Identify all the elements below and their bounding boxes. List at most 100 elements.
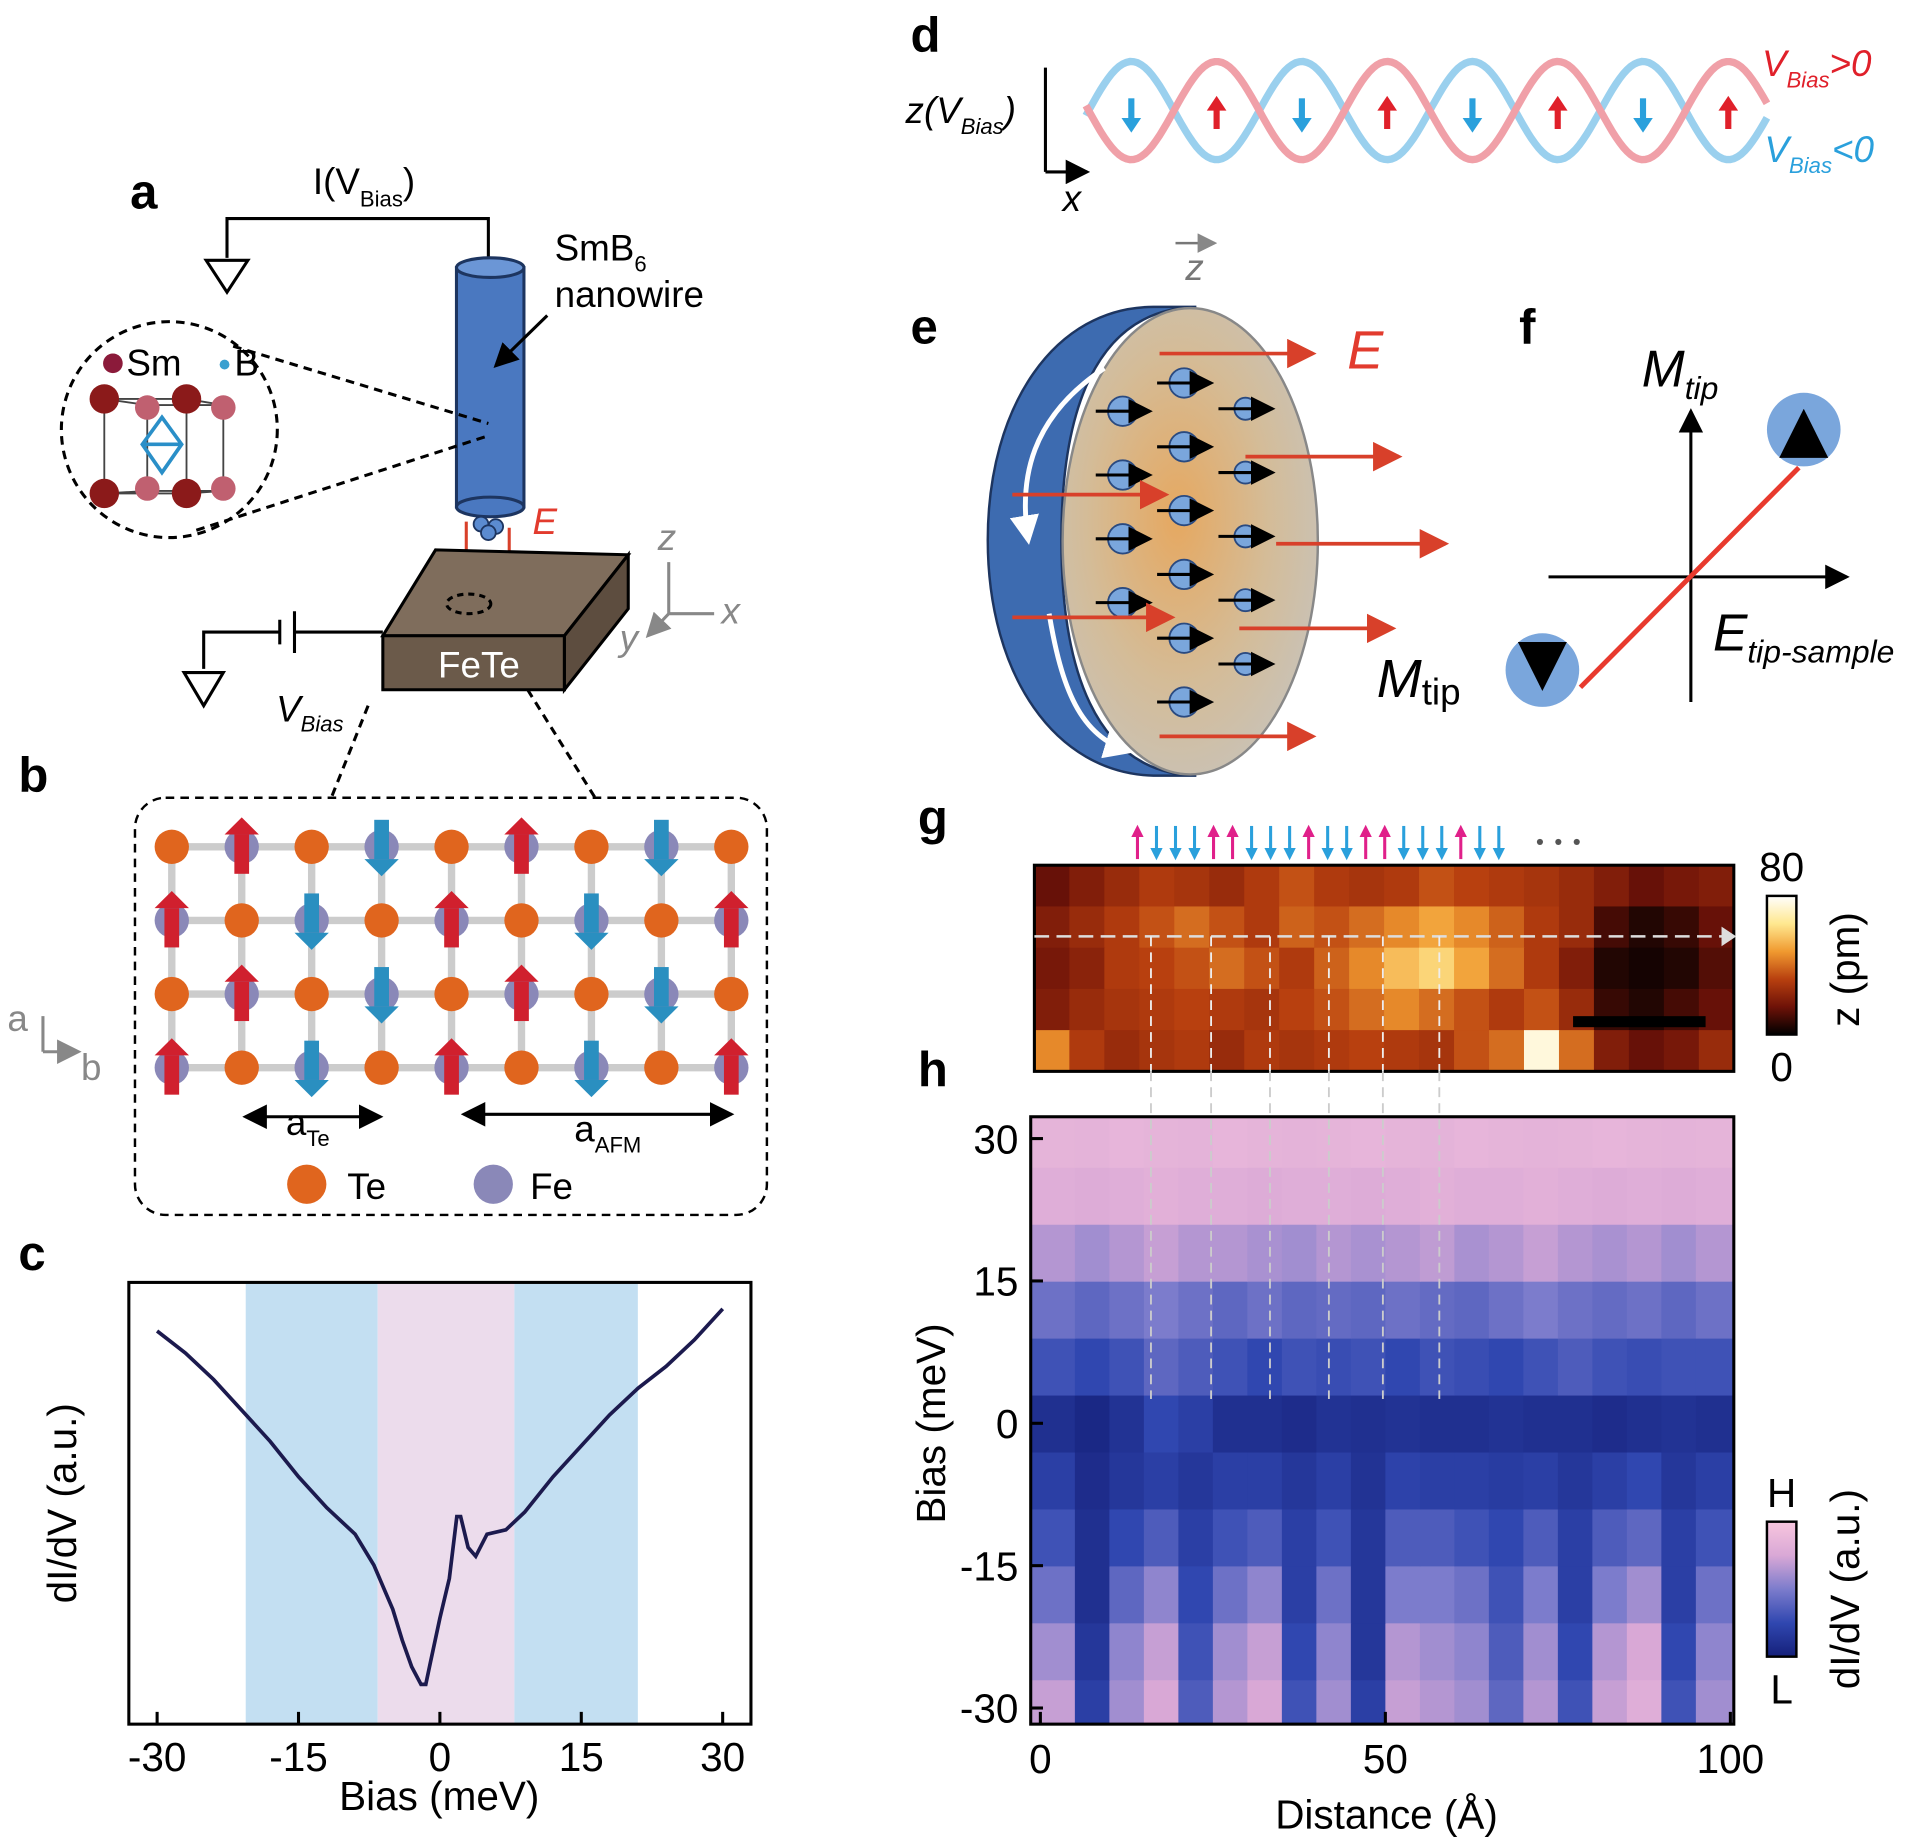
b-atom	[219, 359, 230, 370]
spin-shaft	[654, 967, 669, 1007]
cell	[1143, 1394, 1180, 1453]
cell	[1557, 1508, 1594, 1567]
cell	[1143, 1167, 1180, 1225]
spin-shaft	[234, 981, 250, 1022]
cell	[1385, 1224, 1421, 1282]
cell	[1592, 1622, 1628, 1681]
cell	[1350, 1451, 1387, 1510]
cell	[1419, 1508, 1456, 1567]
cell	[1316, 1394, 1352, 1453]
cell	[1384, 947, 1420, 990]
map-overlay	[1150, 1071, 1441, 1399]
arrow-head	[1206, 95, 1227, 111]
cell	[1419, 1224, 1456, 1282]
curve	[155, 1307, 725, 1687]
cell	[1281, 1224, 1318, 1282]
te-atom	[364, 1050, 399, 1085]
cell	[1212, 1679, 1249, 1725]
cell	[1178, 1451, 1214, 1510]
cell	[1244, 865, 1280, 908]
disk-rim	[986, 305, 1197, 777]
cell	[1212, 1622, 1249, 1681]
wave	[1082, 57, 1771, 164]
cell	[1247, 1508, 1283, 1567]
spin-head	[1321, 848, 1334, 861]
cell	[1247, 1565, 1283, 1624]
cell	[1488, 1508, 1525, 1567]
colorbar	[1765, 894, 1798, 1036]
spin-shaft	[374, 819, 389, 860]
cell	[1279, 906, 1315, 949]
cell	[1661, 1508, 1697, 1567]
text: V	[1762, 43, 1790, 84]
arrow-head	[1547, 95, 1568, 111]
spin-head	[1340, 848, 1353, 861]
cell	[1557, 1337, 1594, 1396]
cell	[1279, 947, 1315, 990]
cell	[1212, 1224, 1249, 1282]
cell	[1593, 906, 1630, 949]
spin-head	[574, 932, 609, 950]
cell	[1069, 947, 1106, 990]
cell	[1139, 906, 1176, 949]
cell	[1661, 1565, 1697, 1624]
axes	[648, 562, 715, 636]
cell	[1247, 1116, 1283, 1168]
cell	[1316, 1451, 1352, 1510]
cell	[1385, 1337, 1421, 1396]
x-tick-label: -15	[269, 1734, 328, 1780]
cell	[1698, 1030, 1735, 1073]
spins	[1095, 367, 1276, 718]
current-label: I(VBias)	[313, 161, 415, 211]
cell	[1174, 1030, 1210, 1073]
dIdV-chart: Bias (meV) dI/dV (a.u.) -30 -15 0 15 30	[39, 1280, 753, 1819]
band	[377, 1282, 515, 1725]
cell	[1178, 1622, 1214, 1681]
cell	[1069, 1030, 1106, 1073]
y-tick-label: -30	[960, 1686, 1019, 1732]
cell	[1695, 1337, 1735, 1396]
spin-head	[1150, 848, 1163, 861]
y-axis-title: Bias (meV)	[908, 1323, 954, 1523]
cell	[1626, 1116, 1663, 1168]
cell	[1279, 1030, 1315, 1073]
spin-shaft	[444, 1055, 459, 1095]
spin-head	[1207, 824, 1220, 837]
cell	[1244, 988, 1280, 1031]
cell	[1139, 1030, 1176, 1073]
te-atom	[434, 829, 469, 864]
text: V	[1764, 129, 1792, 170]
cell	[1384, 906, 1420, 949]
lattice	[154, 817, 749, 1098]
cell	[1557, 1167, 1594, 1225]
cell	[1557, 1116, 1594, 1168]
nanowire-top	[454, 256, 526, 279]
arrow-head	[1377, 95, 1397, 111]
axis-label: b	[81, 1047, 101, 1088]
cell	[1695, 1116, 1735, 1168]
cell	[1178, 1337, 1214, 1396]
text: >0	[1830, 43, 1872, 84]
nanowire-bottom	[454, 495, 526, 519]
cell	[1489, 865, 1525, 908]
cell	[1104, 865, 1141, 908]
cell	[1139, 988, 1176, 1031]
cell	[1488, 1167, 1525, 1225]
cell	[1454, 947, 1490, 990]
subscript: 6	[634, 251, 646, 276]
spin-head	[1264, 848, 1277, 861]
cell	[1488, 1394, 1525, 1453]
cell	[1454, 906, 1490, 949]
x-tick-label: 0	[429, 1734, 452, 1780]
cell	[1178, 1394, 1214, 1453]
wire	[225, 217, 490, 264]
cell	[1523, 1679, 1559, 1725]
cell	[1281, 1451, 1318, 1510]
cell	[1628, 865, 1665, 908]
ellipsis-dot	[1536, 838, 1544, 845]
cell	[1557, 1451, 1594, 1510]
scale-bar	[1573, 1016, 1706, 1028]
colorbar-tick-label: L	[1770, 1666, 1793, 1712]
spin-shaft	[164, 908, 180, 948]
subscript: tip-sample	[1747, 634, 1894, 670]
